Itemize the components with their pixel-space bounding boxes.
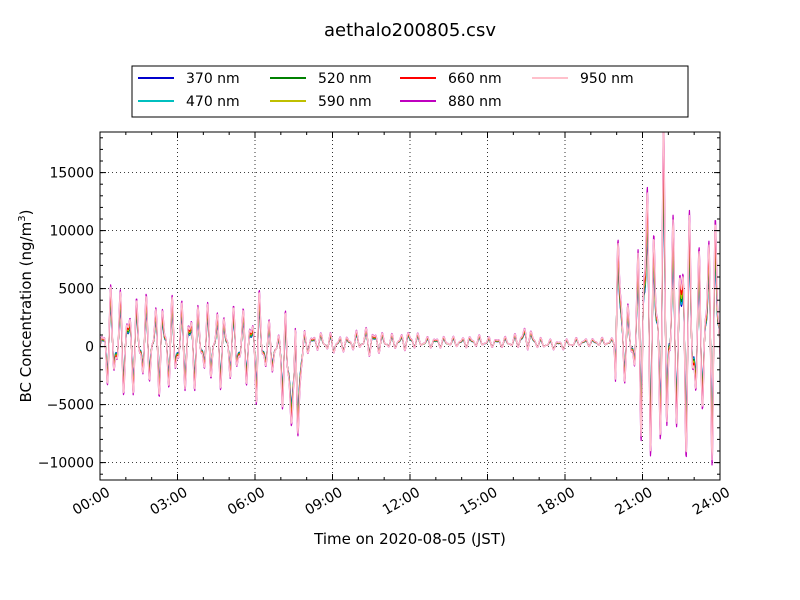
y-axis-label: BC Concentration (ng/m3) [17, 210, 35, 403]
y-tick-label: 0 [85, 340, 94, 356]
series-line-590-nm [100, 165, 720, 437]
chart-title: aethalo200805.csv [324, 20, 496, 41]
y-tick-label: 10000 [49, 224, 94, 240]
x-tick-label: 03:00 [147, 485, 190, 519]
y-axis-label-close: ) [17, 210, 35, 216]
x-tick-label: 09:00 [302, 485, 345, 519]
series-line-660-nm [100, 148, 720, 448]
x-tick-label: 21:00 [612, 485, 655, 519]
x-tick-label: 15:00 [457, 485, 500, 519]
legend-frame [131, 65, 689, 118]
grid-lines [99, 132, 721, 480]
legend-entry-label: 520 nm [318, 71, 372, 87]
series-line-470-nm [100, 190, 720, 422]
x-axis-label: Time on 2020-08-05 (JST) [313, 530, 506, 548]
x-tick-label: 06:00 [225, 485, 268, 519]
legend-entry-label: 950 nm [580, 71, 634, 87]
x-tick-label: 12:00 [380, 485, 423, 519]
x-axis-ticks: 00:00 03:00 06:00 09:00 12:00 15:00 18:00 21:00… [70, 132, 733, 519]
legend-entry-label: 470 nm [186, 94, 240, 110]
series-lines [100, 132, 720, 466]
legend: 370 nm 470 nm 520 nm 590 nm 660 nm 880 nm 950 … [131, 65, 689, 118]
legend-entry-label: 880 nm [448, 94, 502, 110]
legend-entry-label: 370 nm [186, 71, 240, 87]
x-tick-label: 18:00 [535, 485, 578, 519]
y-tick-label: −5000 [47, 398, 94, 414]
legend-entry-label: 590 nm [318, 94, 372, 110]
y-axis-label-superscript: 3 [17, 215, 28, 221]
x-tick-label: 24:00 [690, 485, 733, 519]
x-tick-label: 00:00 [70, 485, 113, 519]
y-tick-label: 5000 [58, 282, 94, 298]
legend-entry-label: 660 nm [448, 71, 502, 87]
y-tick-label: 15000 [49, 166, 94, 182]
y-axis-ticks: −10000 −5000 0 5000 10000 15000 [38, 137, 720, 475]
y-tick-label: −10000 [38, 456, 94, 472]
series-line-950-nm [100, 132, 720, 461]
series-line-520-nm [100, 177, 720, 430]
y-axis-label-main: BC Concentration (ng/m [17, 222, 35, 403]
